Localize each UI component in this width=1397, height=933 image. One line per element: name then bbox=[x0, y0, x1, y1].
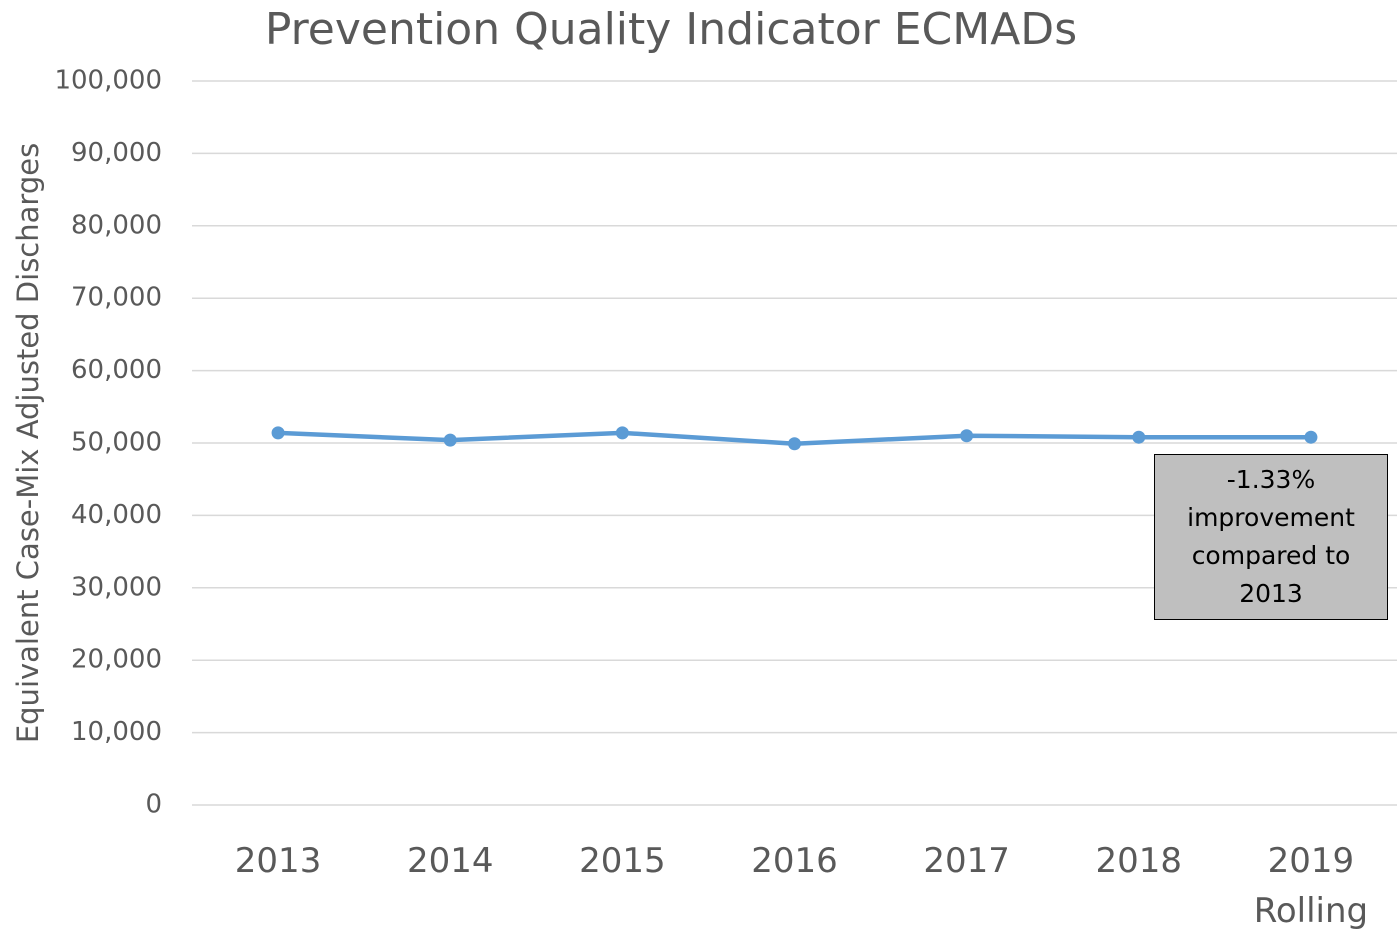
y-tick-label: 90,000 bbox=[71, 138, 162, 168]
y-tick-label: 100,000 bbox=[54, 66, 162, 96]
y-axis-label: Equivalent Case-Mix Adjusted Discharges bbox=[11, 143, 45, 743]
x-tick-label: 2018 bbox=[1095, 841, 1183, 881]
x-tick-label: 2016 bbox=[751, 841, 838, 881]
chart-title: Prevention Quality Indicator ECMADs bbox=[265, 4, 1077, 55]
y-tick-label: 80,000 bbox=[71, 210, 162, 240]
point bbox=[960, 429, 974, 443]
x-tick-label: 2014 bbox=[406, 841, 494, 881]
x-tick-label: 2013 bbox=[234, 841, 322, 881]
point bbox=[1132, 430, 1146, 444]
x-tick-label: 2017 bbox=[923, 841, 1010, 881]
point bbox=[1304, 430, 1318, 444]
y-tick-label: 10,000 bbox=[71, 717, 162, 747]
point bbox=[443, 433, 457, 447]
annotation: -1.33% improvement compared to 2013 bbox=[1154, 454, 1388, 620]
y-tick-label: 60,000 bbox=[71, 355, 162, 385]
x-tick-label: 2019 Rolling bbox=[1253, 841, 1369, 931]
point bbox=[788, 437, 801, 451]
y-tick-label: 70,000 bbox=[71, 283, 162, 313]
y-tick-label: 30,000 bbox=[71, 572, 162, 602]
point bbox=[615, 426, 629, 440]
y-tick-label: 40,000 bbox=[71, 500, 162, 530]
x-tick-label: 2015 bbox=[579, 841, 666, 881]
y-tick-label: 0 bbox=[145, 790, 162, 820]
y-tick-label: 50,000 bbox=[71, 428, 162, 458]
point bbox=[271, 426, 285, 440]
y-tick-label: 20,000 bbox=[71, 645, 162, 675]
